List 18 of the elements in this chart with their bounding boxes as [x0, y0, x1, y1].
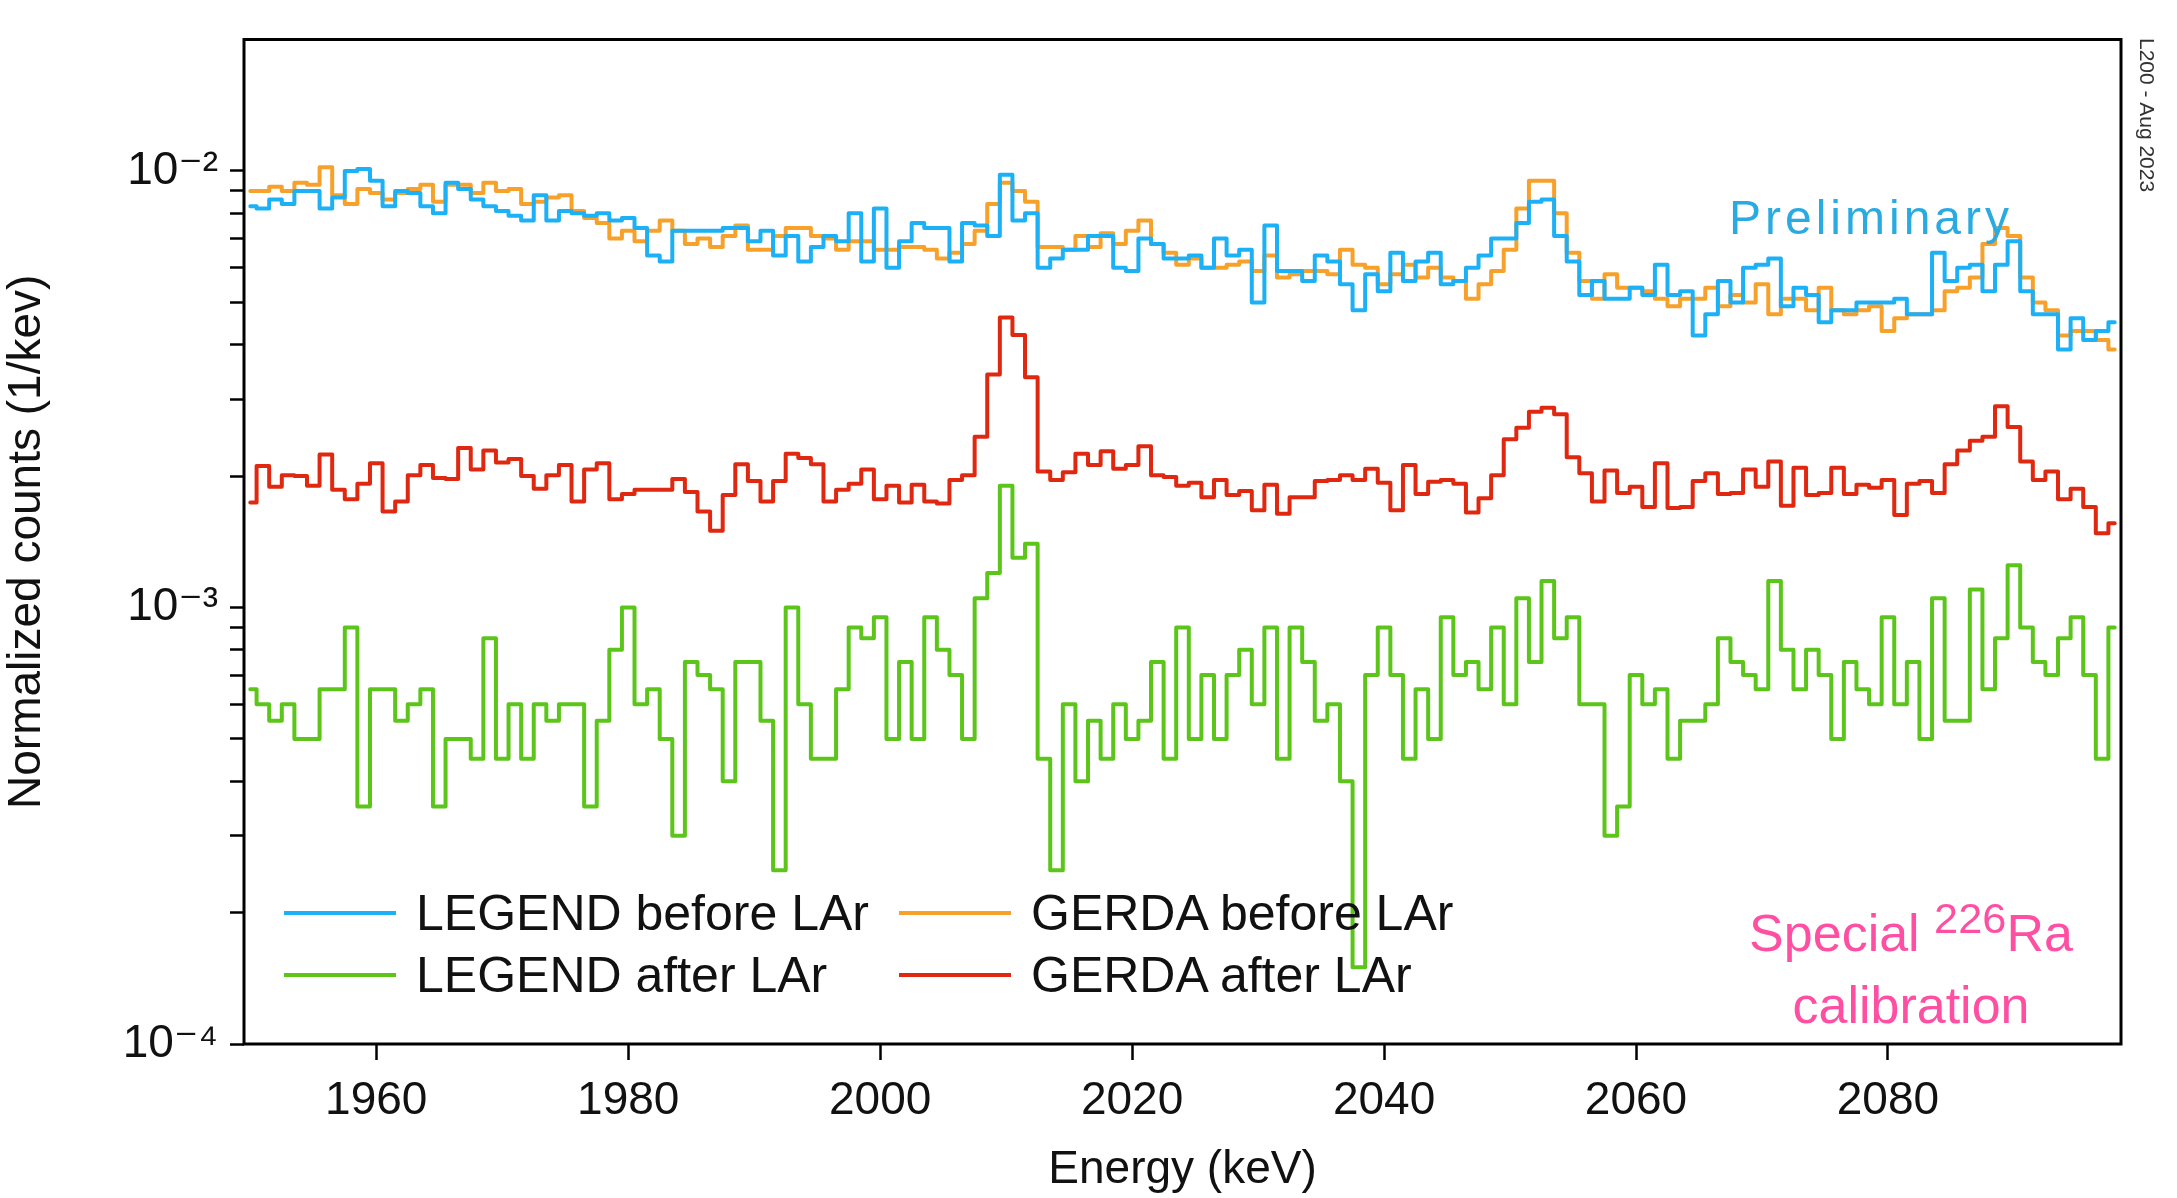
annotation: Special $^{226}$Ra calibration [1748, 893, 2074, 1037]
x-tick-label: 1980 [577, 1072, 680, 1125]
y-axis-title: Normalized counts (1/kev) [0, 274, 51, 809]
legend-label: GERDA after LAr [1030, 946, 1412, 1004]
y-tick-label: 10⁻² [127, 141, 218, 194]
x-tick-label: 2040 [1332, 1072, 1436, 1125]
text: L200 - Aug 2023 [2135, 37, 2159, 192]
x-tick-label: 2000 [828, 1072, 932, 1125]
legend-label: LEGEND before LAr [416, 884, 869, 942]
legend-label: LEGEND after LAr [416, 946, 828, 1004]
x-tick-label: 2060 [1584, 1072, 1688, 1125]
annotation: Preliminary [1729, 189, 2014, 245]
x-axis-title: Energy (keV) [1048, 1141, 1317, 1194]
x-tick-label: 2020 [1080, 1072, 1184, 1125]
x-tick-label: 2080 [1836, 1072, 1940, 1125]
x-tick-label: 1960 [325, 1072, 428, 1125]
y-tick-label: 10⁻³ [127, 578, 218, 631]
y-tick-label: 10⁻⁴ [122, 1014, 218, 1067]
